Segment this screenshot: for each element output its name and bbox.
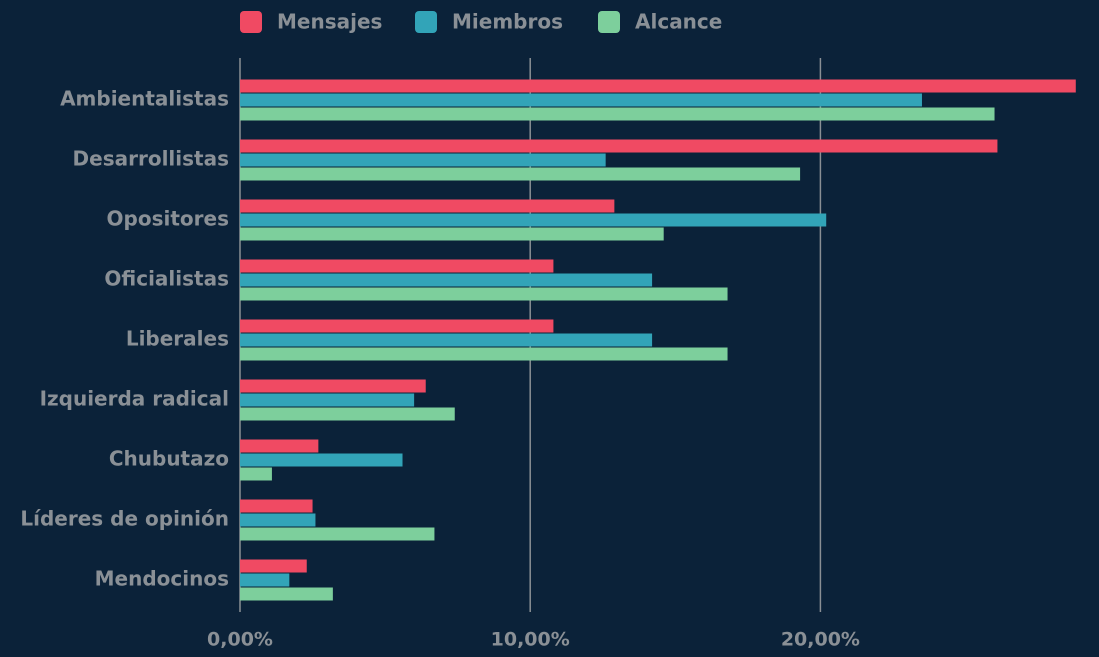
bar [240, 393, 415, 407]
bar [240, 379, 426, 393]
bar [240, 573, 290, 587]
y-tick-label: Opositores [107, 207, 229, 231]
y-tick-label: Líderes de opinión [20, 507, 229, 531]
bar [240, 107, 995, 121]
legend-label: Mensajes [277, 10, 382, 34]
bar [240, 453, 403, 467]
x-tick-label: 0,00% [207, 629, 273, 651]
y-tick-label: Desarrollistas [73, 147, 229, 171]
y-tick-label: Chubutazo [109, 447, 229, 471]
bar [240, 333, 653, 347]
bar [240, 287, 728, 301]
bar [240, 347, 728, 361]
x-tick-label: 10,00% [491, 629, 570, 651]
bar [240, 273, 653, 287]
legend-label: Miembros [452, 10, 563, 34]
legend-swatch [598, 11, 620, 33]
bar [240, 213, 827, 227]
y-tick-label: Mendocinos [95, 567, 229, 591]
y-tick-label: Ambientalistas [60, 87, 229, 111]
y-tick-label: Izquierda radical [40, 387, 229, 411]
bar [240, 167, 801, 181]
bar [240, 559, 307, 573]
x-tick-label: 20,00% [781, 629, 860, 651]
bar [240, 407, 455, 421]
bar [240, 527, 435, 541]
y-tick-label: Oficialistas [104, 267, 229, 291]
legend-label: Alcance [635, 10, 722, 34]
bar [240, 93, 922, 107]
bar [240, 319, 554, 333]
bar [240, 79, 1076, 93]
bar [240, 499, 313, 513]
bar [240, 439, 319, 453]
y-tick-label: Liberales [126, 327, 229, 351]
bar [240, 467, 272, 481]
bar [240, 153, 606, 167]
bar [240, 587, 333, 601]
bar [240, 259, 554, 273]
bar [240, 199, 615, 213]
bar [240, 139, 998, 153]
bar [240, 227, 664, 241]
legend-swatch [240, 11, 262, 33]
bar [240, 513, 316, 527]
legend-swatch [415, 11, 437, 33]
